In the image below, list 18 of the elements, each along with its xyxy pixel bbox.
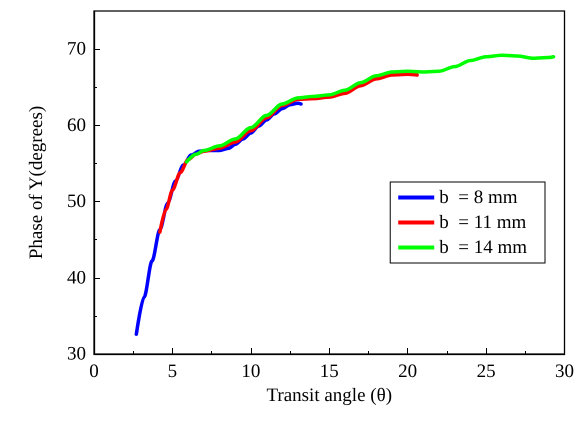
x-tick-label: 30 bbox=[555, 361, 574, 382]
x-tick-label: 0 bbox=[89, 361, 99, 382]
y-tick-label: 60 bbox=[67, 114, 86, 136]
x-tick-label: 5 bbox=[168, 361, 178, 382]
y-tick-label: 40 bbox=[67, 267, 86, 288]
legend-label: b = 14 mm bbox=[439, 237, 528, 258]
x-tick-label: 15 bbox=[320, 361, 339, 382]
legend-label: b = 8 mm bbox=[439, 187, 518, 208]
x-tick-label: 20 bbox=[398, 361, 418, 382]
y-tick-label: 70 bbox=[67, 38, 86, 60]
y-axis-title: Phase of Y(degrees) bbox=[26, 106, 47, 260]
x-axis-title: Transit angle (θ) bbox=[266, 384, 392, 406]
y-tick-label: 50 bbox=[67, 191, 86, 212]
y-tick-label: 30 bbox=[67, 344, 86, 364]
line-series bbox=[184, 53, 556, 164]
legend-label: b = 11 mm bbox=[439, 212, 527, 233]
x-tick-label: 25 bbox=[476, 361, 496, 382]
x-tick-label: 10 bbox=[241, 361, 260, 382]
